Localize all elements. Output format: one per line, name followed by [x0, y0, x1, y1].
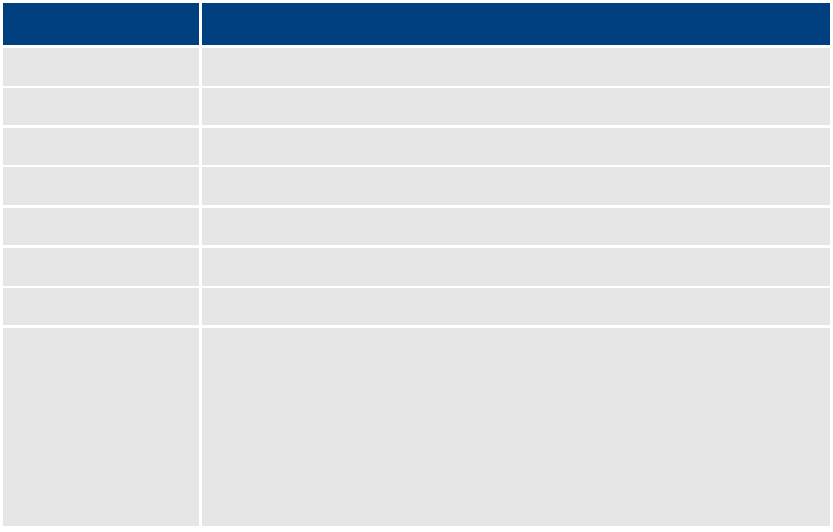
- table-cell: [3, 127, 199, 165]
- table-cell: [3, 167, 199, 206]
- header-cell: [3, 3, 199, 45]
- table-cell: [3, 88, 199, 126]
- table-cell: [202, 167, 830, 206]
- table-cell: [3, 247, 199, 286]
- table-cell: [202, 47, 830, 86]
- table-cell: [202, 288, 830, 326]
- table-cell: [202, 127, 830, 165]
- table: [3, 3, 830, 526]
- table-cell: [3, 327, 199, 526]
- table-cell: [3, 288, 199, 326]
- header-cell: [202, 3, 830, 45]
- table-cell: [202, 247, 830, 286]
- table-cell: [3, 207, 199, 245]
- table-cell: [202, 207, 830, 245]
- table-cell: [3, 47, 199, 86]
- table-cell: [202, 88, 830, 126]
- table-cell: [202, 327, 830, 526]
